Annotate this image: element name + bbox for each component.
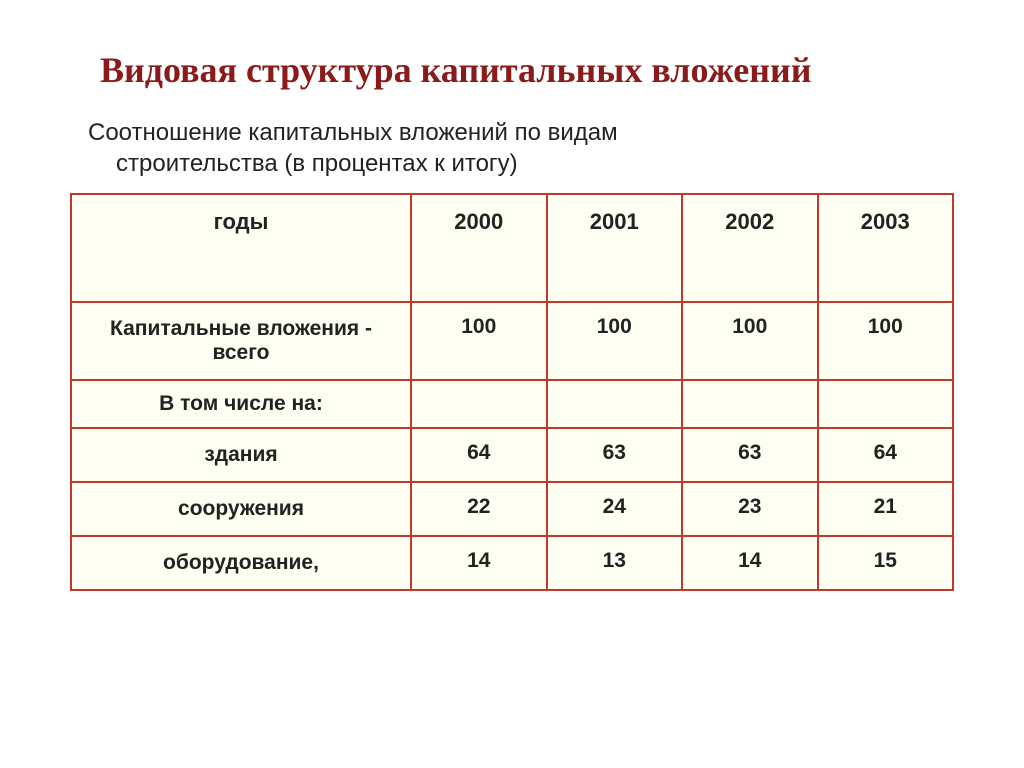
row-label: Капитальные вложения - всего (71, 302, 411, 380)
row-label: здания (71, 428, 411, 482)
table-header-year: 2002 (682, 194, 818, 302)
row-label: сооружения (71, 482, 411, 536)
table-row: В том числе на: (71, 380, 953, 428)
subtitle-line-1: Соотношение капитальных вложений по вида… (88, 119, 618, 146)
row-value: 14 (682, 536, 818, 590)
row-value: 15 (818, 536, 954, 590)
row-value (682, 380, 818, 428)
row-value: 100 (411, 302, 547, 380)
table-header-year: 2003 (818, 194, 954, 302)
row-value: 21 (818, 482, 954, 536)
row-value: 100 (682, 302, 818, 380)
capital-investments-table: годы 2000 2001 2002 2003 Капитальные вло… (70, 193, 954, 591)
table-header-year: 2001 (547, 194, 683, 302)
table-header-label: годы (71, 194, 411, 302)
row-value: 100 (818, 302, 954, 380)
table-header-row: годы 2000 2001 2002 2003 (71, 194, 953, 302)
row-value: 64 (411, 428, 547, 482)
row-label: В том числе на: (71, 380, 411, 428)
subtitle-line-2: строительства (в процентах к итогу) (116, 148, 954, 179)
table-row: оборудование, 14 13 14 15 (71, 536, 953, 590)
slide-subtitle: Соотношение капитальных вложений по вида… (88, 117, 954, 179)
row-value: 100 (547, 302, 683, 380)
row-value: 64 (818, 428, 954, 482)
row-value: 23 (682, 482, 818, 536)
row-value: 63 (547, 428, 683, 482)
row-label: оборудование, (71, 536, 411, 590)
table-header-year: 2000 (411, 194, 547, 302)
row-value: 24 (547, 482, 683, 536)
row-value: 14 (411, 536, 547, 590)
row-value: 22 (411, 482, 547, 536)
row-value (411, 380, 547, 428)
row-value: 13 (547, 536, 683, 590)
table-row: здания 64 63 63 64 (71, 428, 953, 482)
table-row: Капитальные вложения - всего 100 100 100… (71, 302, 953, 380)
table-row: сооружения 22 24 23 21 (71, 482, 953, 536)
slide-title: Видовая структура капитальных вложений (100, 48, 954, 93)
row-value: 63 (682, 428, 818, 482)
row-value (818, 380, 954, 428)
row-value (547, 380, 683, 428)
